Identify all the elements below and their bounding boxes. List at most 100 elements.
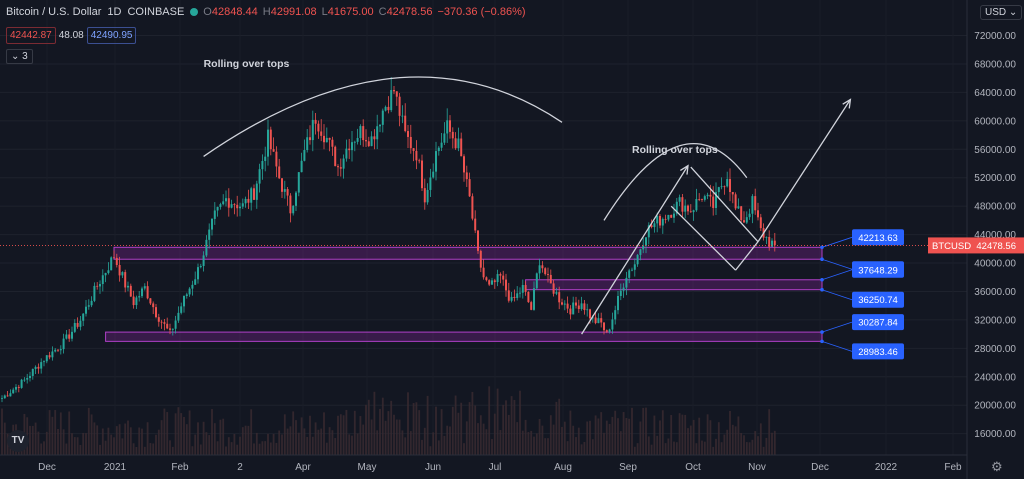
volume-bar — [510, 396, 513, 455]
candle-body — [300, 160, 303, 173]
candle-body — [516, 293, 519, 298]
candle-body — [673, 213, 675, 218]
volume-bar — [393, 414, 395, 455]
volume-bar — [563, 421, 566, 455]
indicators-toggle[interactable]: ⌄ 3 — [6, 49, 33, 64]
indicator-count: 3 — [22, 51, 28, 62]
candle-body — [297, 172, 300, 193]
candle-body — [379, 124, 381, 127]
candle-body — [292, 205, 295, 214]
volume-bar — [569, 410, 572, 455]
volume-bar — [253, 443, 255, 455]
trend-line — [581, 165, 689, 335]
candle-body — [639, 249, 642, 255]
label-leader — [821, 340, 853, 352]
volume-bar — [709, 420, 712, 455]
volume-bar — [54, 410, 57, 455]
volume-bar — [594, 415, 597, 455]
price-tick-label: 20000.00 — [974, 401, 1016, 412]
candle-body — [37, 366, 40, 369]
candle-body — [647, 225, 650, 238]
candle-body — [264, 156, 267, 161]
zone-high-label: 37648.29 — [858, 265, 898, 276]
candle-body — [589, 309, 591, 319]
candle-body — [631, 269, 633, 271]
candle-body — [586, 309, 589, 311]
volume-bar — [177, 407, 180, 455]
candle-body — [474, 218, 477, 231]
interval[interactable]: 1D — [107, 6, 122, 18]
candle-body — [76, 322, 79, 327]
candle-body — [617, 295, 619, 311]
candle-body — [395, 91, 398, 97]
candle-body — [457, 138, 460, 149]
volume-bar — [160, 420, 163, 455]
bid-button[interactable]: 42442.87 — [6, 27, 56, 44]
volume-bar — [449, 426, 451, 455]
time-tick-label: Sep — [619, 462, 637, 473]
candle-body — [530, 302, 533, 310]
volume-bar — [631, 407, 633, 455]
volume-bar — [348, 434, 351, 455]
time-axis[interactable]: Dec 2021 Feb 2 Apr May Jun Jul Aug Sep Oct Nov Dec 20… — [0, 454, 967, 473]
symbol-name[interactable]: Bitcoin / U.S. Dollar — [6, 6, 102, 18]
candle-body — [541, 265, 544, 269]
candle-body — [717, 187, 720, 193]
volume-bar — [605, 420, 608, 455]
currency-button[interactable]: USD ⌄ — [980, 5, 1023, 20]
volume-bar — [653, 415, 656, 455]
volume-bar — [384, 420, 387, 455]
volume-bar — [362, 424, 365, 455]
volume-bar — [141, 428, 143, 455]
candle-body — [9, 393, 12, 397]
candle-body — [421, 160, 423, 189]
volume-bar — [323, 412, 325, 455]
candle-body — [533, 288, 535, 310]
candle-body — [177, 312, 180, 321]
volume-bar — [647, 436, 650, 455]
settings-gear-icon[interactable]: ⚙ — [991, 459, 1003, 474]
volume-bar — [435, 406, 437, 455]
annotation-text: Rolling over tops — [204, 58, 290, 70]
volume-bar — [71, 433, 73, 455]
candle-body — [191, 284, 194, 289]
volume-bar — [211, 409, 213, 455]
candle-body — [454, 138, 457, 149]
zone-low-label: 28983.46 — [858, 347, 898, 358]
volume-bar — [101, 428, 104, 455]
volume-bar — [477, 423, 479, 455]
candle-body — [180, 306, 183, 313]
volume-bar — [59, 412, 62, 455]
anchor-dot — [820, 245, 824, 250]
volume-bar — [325, 442, 328, 455]
volume-bar — [370, 419, 373, 455]
volume-bar — [409, 431, 412, 455]
volume-bar — [465, 421, 468, 455]
volume-bar — [365, 404, 367, 455]
volume-bars — [1, 386, 776, 455]
candle-body — [163, 322, 166, 324]
volume-bar — [57, 429, 59, 455]
label-leader — [821, 289, 853, 301]
volume-bar — [544, 438, 547, 455]
candle-body — [429, 177, 432, 190]
volume-bar — [636, 443, 639, 455]
candle-body — [488, 280, 491, 285]
candle-body — [726, 179, 729, 187]
volume-bar — [656, 435, 659, 455]
candle-body — [463, 156, 465, 173]
candle-body — [519, 292, 521, 294]
candle-body — [258, 169, 261, 184]
ask-button[interactable]: 42490.95 — [86, 27, 137, 44]
volume-bar — [642, 407, 645, 455]
volume-bar — [633, 446, 636, 455]
volume-bar — [675, 442, 678, 455]
time-tick-label: Nov — [748, 462, 766, 473]
candle-body — [449, 120, 451, 132]
candle-body — [572, 302, 575, 315]
candle-body — [600, 318, 603, 323]
volume-bar — [356, 433, 359, 455]
time-tick-label: Dec — [38, 462, 56, 473]
volume-bar — [771, 432, 773, 455]
